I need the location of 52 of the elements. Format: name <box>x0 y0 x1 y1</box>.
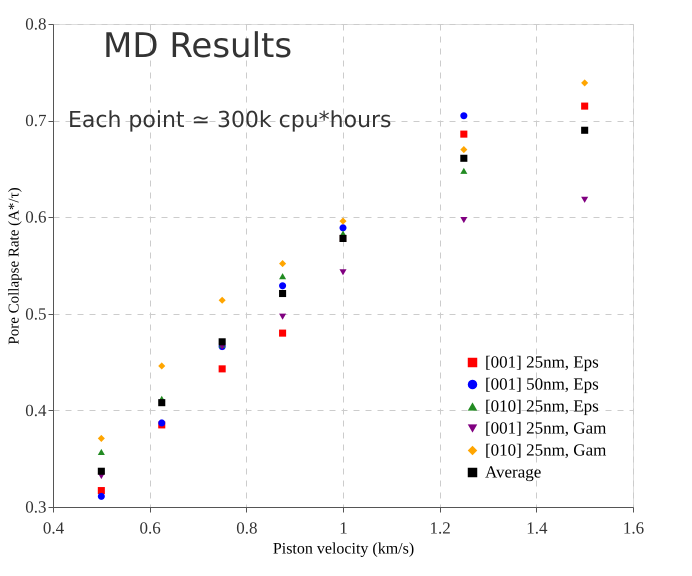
point <box>339 224 347 232</box>
point <box>460 154 468 162</box>
point <box>460 217 468 224</box>
x-tick-label: 0.4 <box>42 518 65 538</box>
point <box>218 338 226 346</box>
legend-label: [001] 50nm, Eps <box>485 374 599 394</box>
point <box>218 365 226 372</box>
y-tick-label: 0.7 <box>25 111 47 130</box>
y-tick-label: 0.6 <box>25 208 46 227</box>
point <box>98 492 105 500</box>
point <box>581 196 588 203</box>
point <box>98 468 105 475</box>
x-axis-title: Piston velocity (km/s) <box>272 540 414 558</box>
point <box>158 362 166 370</box>
legend-label: [010] 25nm, Eps <box>485 396 599 416</box>
y-tick-label: 0.5 <box>25 304 46 324</box>
annotation: MD Results <box>103 26 292 66</box>
point <box>460 146 468 154</box>
point <box>279 314 286 320</box>
y-tick-label: 0.3 <box>25 498 46 516</box>
point <box>98 487 105 494</box>
y-tick-label: 0.8 <box>25 14 46 34</box>
point <box>460 112 468 120</box>
legend-label: [001] 25nm, Gam <box>485 418 606 438</box>
point <box>339 269 347 276</box>
point <box>279 330 286 337</box>
point <box>279 260 286 268</box>
point <box>218 296 226 304</box>
annotation: Each point ≃ 300k cpu*hours <box>68 108 392 133</box>
legend-label: [010] 25nm, Gam <box>485 440 606 460</box>
x-tick-label: 1.2 <box>430 518 451 538</box>
point <box>158 399 166 406</box>
x-tick-label: 1 <box>339 518 348 538</box>
x-tick-label: 0.6 <box>140 518 161 538</box>
x-tick-label: 1.4 <box>526 518 548 538</box>
point <box>581 79 588 86</box>
point <box>98 434 105 442</box>
legend-label: Average <box>485 462 542 482</box>
x-tick-label: 1.6 <box>622 518 644 538</box>
point <box>460 130 468 138</box>
point <box>339 218 347 225</box>
y-axis-title: Pore Collapse Rate (A*/τ) <box>6 187 22 345</box>
point <box>581 102 588 110</box>
legend-label: [001] 25nm, Eps <box>485 352 599 372</box>
point <box>460 168 468 174</box>
x-tick-label: 0.8 <box>236 518 258 538</box>
point <box>279 273 286 280</box>
point <box>581 126 588 134</box>
point <box>279 282 286 290</box>
point <box>279 290 286 298</box>
y-tick-label: 0.4 <box>25 400 47 420</box>
point <box>98 448 105 455</box>
